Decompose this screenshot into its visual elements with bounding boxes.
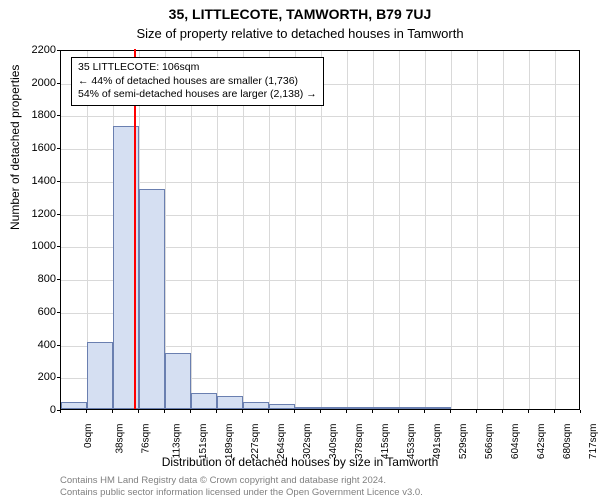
x-tick-label: 453sqm [406,424,417,460]
chart-title: 35, LITTLECOTE, TAMWORTH, B79 7UJ [0,6,600,22]
histogram-bar [243,402,269,409]
info-box: 35 LITTLECOTE: 106sqm ← 44% of detached … [71,57,324,106]
y-tick-label: 600 [16,306,56,318]
footer-license-2: Contains public sector information licen… [60,487,423,498]
x-tick-label: 680sqm [562,424,573,460]
histogram-bar [217,396,242,409]
x-tick-label: 0sqm [83,424,94,448]
histogram-bar [373,407,399,409]
x-tick-label: 491sqm [432,424,443,460]
histogram-bar [87,342,113,409]
chart-container: 35, LITTLECOTE, TAMWORTH, B79 7UJ Size o… [0,0,600,500]
histogram-bar [425,407,450,409]
histogram-bar [295,407,321,409]
y-tick-label: 1400 [16,175,56,187]
info-line-1: 35 LITTLECOTE: 106sqm [78,61,317,75]
y-tick-label: 1800 [16,109,56,121]
x-tick-label: 38sqm [115,424,126,454]
chart-subtitle: Size of property relative to detached ho… [0,26,600,41]
y-tick-label: 0 [16,404,56,416]
footer-license-1: Contains HM Land Registry data © Crown c… [60,475,386,486]
histogram-bar [191,393,217,409]
histogram-bar [399,407,425,409]
y-tick-label: 1000 [16,240,56,252]
info-line-2: ← 44% of detached houses are smaller (1,… [78,75,317,89]
histogram-bar [61,402,87,409]
x-tick-label: 604sqm [510,424,521,460]
y-tick-label: 2200 [16,44,56,56]
y-tick-label: 400 [16,339,56,351]
histogram-bar [165,353,191,409]
x-tick-label: 378sqm [354,424,365,460]
x-tick-label: 302sqm [302,424,313,460]
histogram-bar [139,189,165,409]
x-tick-label: 566sqm [484,424,495,460]
x-tick-label: 76sqm [141,424,152,454]
y-tick-label: 800 [16,273,56,285]
histogram-bar [347,407,373,409]
y-tick-label: 1200 [16,208,56,220]
x-axis-label: Distribution of detached houses by size … [0,455,600,469]
histogram-bar [321,407,346,409]
x-tick-label: 189sqm [224,424,235,460]
y-tick-label: 1600 [16,142,56,154]
y-tick-label: 200 [16,371,56,383]
x-tick-label: 264sqm [276,424,287,460]
info-line-3: 54% of semi-detached houses are larger (… [78,88,317,102]
x-tick-label: 340sqm [328,424,339,460]
x-tick-label: 642sqm [536,424,547,460]
x-tick-label: 113sqm [171,424,182,459]
histogram-bar [269,404,295,409]
plot-area: 35 LITTLECOTE: 106sqm ← 44% of detached … [60,50,580,410]
x-tick-label: 415sqm [380,424,391,460]
y-tick-label: 2000 [16,77,56,89]
x-tick-label: 717sqm [588,424,599,460]
x-tick-label: 227sqm [250,424,261,460]
x-tick-label: 529sqm [458,424,469,460]
x-tick-label: 151sqm [198,424,209,460]
